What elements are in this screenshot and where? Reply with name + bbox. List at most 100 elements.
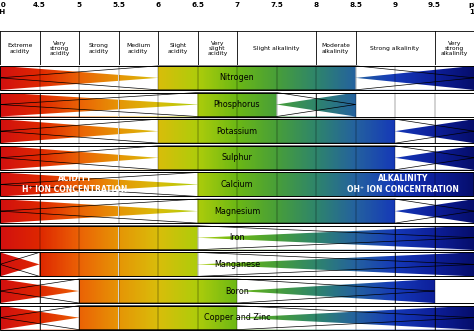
- Bar: [58, 119, 59, 143]
- Bar: [0, 279, 474, 303]
- Bar: [377, 119, 378, 143]
- Bar: [346, 279, 347, 303]
- Bar: [307, 253, 308, 276]
- Bar: [258, 306, 259, 330]
- Bar: [270, 93, 271, 117]
- Bar: [186, 66, 187, 90]
- Bar: [470, 279, 472, 303]
- Bar: [172, 146, 173, 170]
- Bar: [240, 172, 242, 196]
- Bar: [346, 306, 347, 330]
- Bar: [332, 172, 333, 196]
- Bar: [252, 172, 254, 196]
- Bar: [210, 93, 211, 117]
- Bar: [115, 66, 116, 90]
- Bar: [403, 66, 404, 90]
- Bar: [457, 306, 459, 330]
- Bar: [423, 226, 424, 250]
- Bar: [145, 146, 146, 170]
- Bar: [249, 146, 250, 170]
- Bar: [325, 279, 326, 303]
- Bar: [175, 306, 176, 330]
- Bar: [186, 306, 187, 330]
- Bar: [345, 119, 346, 143]
- Bar: [79, 306, 81, 330]
- Bar: [300, 253, 301, 276]
- Bar: [289, 172, 290, 196]
- Bar: [51, 66, 52, 90]
- Bar: [45, 199, 46, 223]
- Bar: [44, 279, 45, 303]
- Bar: [200, 146, 201, 170]
- Bar: [51, 279, 52, 303]
- Bar: [319, 119, 320, 143]
- Bar: [175, 119, 176, 143]
- Bar: [297, 146, 299, 170]
- Bar: [348, 279, 350, 303]
- Bar: [300, 279, 301, 303]
- Bar: [323, 226, 325, 250]
- Bar: [385, 66, 386, 90]
- Bar: [461, 199, 462, 223]
- Bar: [257, 199, 258, 223]
- Bar: [287, 146, 288, 170]
- Bar: [409, 172, 410, 196]
- Bar: [228, 226, 230, 250]
- Bar: [296, 306, 298, 330]
- Bar: [352, 306, 353, 330]
- Text: Boron: Boron: [225, 287, 249, 296]
- Bar: [147, 93, 148, 117]
- Bar: [24, 66, 25, 90]
- Bar: [467, 93, 468, 117]
- Bar: [307, 172, 308, 196]
- Bar: [244, 226, 246, 250]
- Bar: [121, 172, 122, 196]
- Bar: [336, 66, 337, 90]
- Bar: [451, 226, 453, 250]
- Bar: [68, 306, 69, 330]
- Bar: [329, 199, 330, 223]
- Bar: [219, 119, 220, 143]
- Bar: [274, 306, 275, 330]
- Bar: [129, 306, 130, 330]
- Bar: [155, 199, 156, 223]
- Bar: [153, 279, 154, 303]
- Bar: [472, 119, 473, 143]
- Bar: [206, 306, 207, 330]
- Bar: [370, 66, 371, 90]
- Bar: [447, 66, 448, 90]
- Bar: [294, 172, 295, 196]
- Polygon shape: [356, 78, 474, 90]
- Bar: [404, 199, 405, 223]
- Bar: [143, 253, 145, 276]
- Bar: [422, 226, 423, 250]
- Bar: [377, 226, 378, 250]
- Bar: [239, 226, 241, 250]
- Bar: [398, 93, 399, 117]
- Bar: [24, 93, 25, 117]
- Bar: [469, 199, 470, 223]
- Bar: [7, 306, 9, 330]
- Bar: [124, 226, 126, 250]
- Bar: [305, 172, 306, 196]
- Bar: [130, 199, 131, 223]
- Bar: [352, 146, 353, 170]
- Bar: [389, 119, 390, 143]
- Bar: [370, 253, 371, 276]
- Bar: [238, 172, 239, 196]
- Bar: [446, 306, 447, 330]
- Bar: [285, 279, 287, 303]
- Bar: [32, 119, 33, 143]
- Bar: [33, 226, 34, 250]
- Bar: [61, 306, 62, 330]
- Bar: [329, 93, 330, 117]
- Bar: [32, 199, 33, 223]
- Bar: [239, 66, 241, 90]
- Bar: [432, 66, 434, 90]
- Bar: [111, 172, 112, 196]
- Bar: [423, 199, 424, 223]
- Bar: [173, 119, 174, 143]
- Bar: [459, 199, 460, 223]
- Bar: [174, 172, 175, 196]
- Bar: [33, 146, 34, 170]
